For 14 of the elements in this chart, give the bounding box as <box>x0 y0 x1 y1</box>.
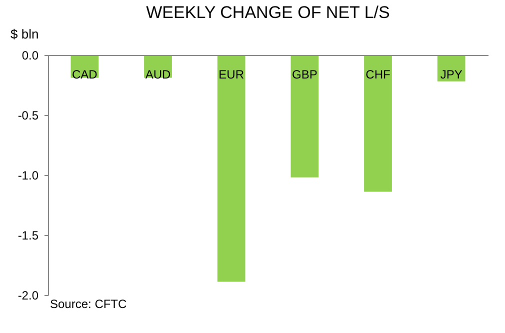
x-tick-label: GBP <box>292 68 318 82</box>
y-tick-label: -0.5 <box>18 108 39 122</box>
y-tick-label: -1.5 <box>18 228 39 242</box>
x-tick-label: AUD <box>145 68 171 82</box>
y-tick-label: 0.0 <box>22 48 39 62</box>
y-tick-label: -2.0 <box>18 288 39 302</box>
x-tick-label: JPY <box>440 68 462 82</box>
chart-title: WEEKLY CHANGE OF NET L/S <box>146 3 390 22</box>
x-tick-label: EUR <box>218 68 244 82</box>
x-tick-label: CHF <box>366 68 390 82</box>
y-tick-label: -1.0 <box>18 168 39 182</box>
x-tick-label: CAD <box>72 68 98 82</box>
source-note: Source: CFTC <box>50 297 128 311</box>
y-axis-title: $ bln <box>10 26 39 42</box>
